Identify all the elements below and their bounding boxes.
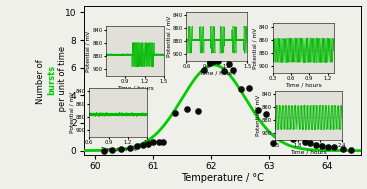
Text: Number of: Number of (36, 57, 45, 104)
Point (201, 68, 207, 71)
Point (290, 137, 296, 140)
Point (150, 141, 156, 144)
Point (279, 135, 284, 138)
Point (127, 146, 133, 149)
Point (230, 69, 236, 72)
Point (319, 145, 325, 148)
Point (101, 149, 107, 152)
Point (238, 88, 244, 91)
Point (340, 147, 346, 150)
Point (255, 108, 261, 111)
Point (207, 61, 212, 64)
Point (313, 143, 319, 146)
Point (156, 140, 162, 143)
Point (263, 112, 269, 115)
Point (160, 141, 166, 144)
Point (308, 142, 313, 145)
Point (109, 148, 115, 151)
Point (118, 148, 124, 151)
Point (195, 109, 201, 112)
Point (226, 63, 232, 66)
Text: bursts: bursts (47, 65, 56, 95)
Point (139, 144, 145, 147)
Point (215, 60, 221, 63)
X-axis label: Temperature / °C: Temperature / °C (181, 174, 264, 184)
Point (325, 145, 331, 148)
Point (134, 145, 140, 148)
Point (246, 86, 251, 89)
Point (145, 142, 151, 145)
Point (211, 59, 217, 62)
Text: per unit of time: per unit of time (58, 46, 67, 114)
Point (302, 141, 308, 144)
Point (331, 145, 337, 148)
Point (184, 108, 189, 111)
Point (270, 142, 276, 145)
Point (172, 112, 178, 115)
Point (221, 70, 226, 73)
Point (348, 149, 354, 152)
